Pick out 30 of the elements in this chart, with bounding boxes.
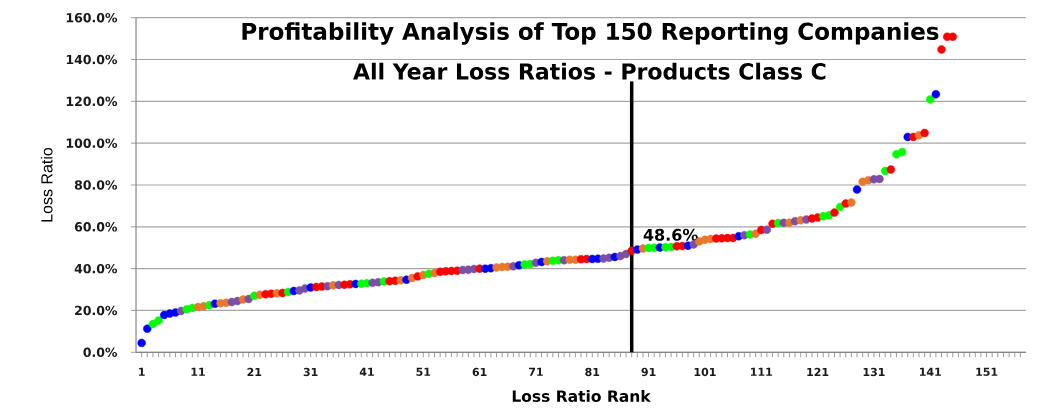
y-tick-label: 0.0% <box>83 347 118 358</box>
y-tick-label: 100.0% <box>66 138 118 148</box>
y-tick-label: 80.0% <box>74 180 118 190</box>
x-tick-label: 71 <box>529 367 543 376</box>
x-axis-title: Loss Ratio Rank <box>512 390 651 402</box>
x-tick-label: 81 <box>585 367 600 377</box>
x-tick-label: 1 <box>139 367 145 376</box>
x-tick-label: 151 <box>976 367 998 376</box>
x-tick-label: 131 <box>863 367 885 377</box>
x-tick-label: 11 <box>191 367 205 376</box>
x-tick-label: 61 <box>472 367 487 377</box>
y-axis-title: Loss Ratio <box>40 147 53 222</box>
annotation: 48.6% <box>643 228 698 241</box>
x-tick-label: 91 <box>641 367 656 377</box>
y-tick-label: 120.0% <box>66 96 118 107</box>
x-tick-label: 101 <box>694 367 716 377</box>
x-tick-label: 21 <box>247 367 262 376</box>
x-tick-label: 121 <box>807 367 829 376</box>
text: All Year Loss Ratios - Products Class C <box>353 62 826 80</box>
y-tick-label: 60.0% <box>74 222 118 232</box>
x-tick-label: 31 <box>303 367 318 377</box>
x-tick-label: 141 <box>919 367 941 376</box>
x-tick-label: 41 <box>359 367 374 376</box>
x-tick-label: 111 <box>751 367 772 376</box>
chart-title: Profitability Analysis of Top 150 Reporting Companies <box>242 22 939 45</box>
x-tick-label: 51 <box>416 367 431 376</box>
y-tick-label: 20.0% <box>75 305 118 316</box>
y-tick-label: 140.0% <box>66 54 118 65</box>
y-tick-label: 40.0% <box>74 263 118 274</box>
y-tick-label: 160.0% <box>66 12 118 23</box>
